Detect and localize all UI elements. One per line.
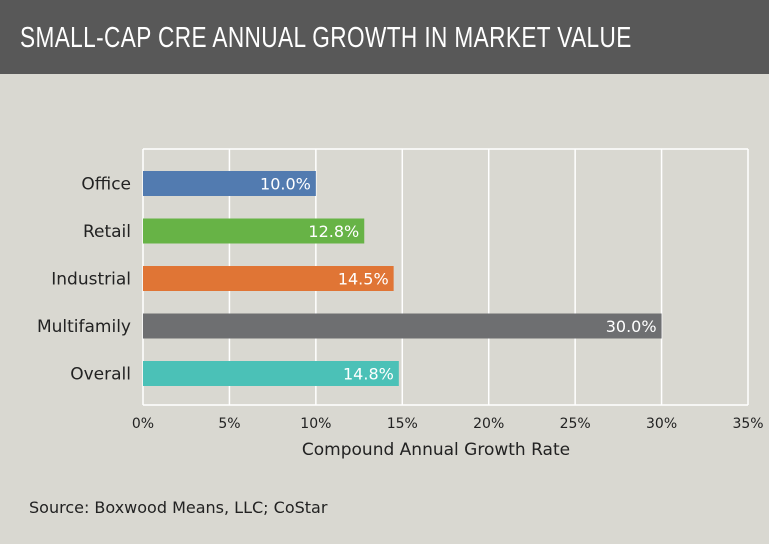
data-label: 10.0% — [260, 175, 311, 194]
category-label: Office — [81, 175, 131, 195]
x-tick-label: 25% — [560, 416, 591, 432]
title-bar: SMALL-CAP CRE ANNUAL GROWTH IN MARKET VA… — [0, 0, 769, 74]
x-tick-label: 0% — [132, 416, 154, 432]
data-label: 14.5% — [338, 270, 389, 289]
chart-title: SMALL-CAP CRE ANNUAL GROWTH IN MARKET VA… — [20, 22, 632, 54]
x-tick-label: 20% — [473, 416, 504, 432]
x-tick-label: 10% — [300, 416, 331, 432]
x-tick-label: 5% — [218, 416, 240, 432]
labels: 0% 5% 10% 15% 20% 25% 30% 35% Office 10.0% Retail 1… — [37, 175, 764, 433]
category-label: Industrial — [51, 270, 131, 290]
bar-industrial — [143, 266, 394, 291]
x-tick-label: 15% — [387, 416, 418, 432]
category-label: Retail — [83, 222, 131, 242]
bar-overall — [143, 361, 399, 386]
bars — [143, 171, 662, 386]
category-label: Overall — [70, 365, 131, 385]
bar-retail — [143, 218, 365, 244]
data-label: 12.8% — [308, 222, 359, 241]
x-tick-label: 30% — [646, 416, 677, 432]
x-axis-label: Compound Annual Growth Rate — [302, 440, 570, 460]
bar-multifamily — [143, 313, 662, 339]
bar-office — [143, 171, 316, 196]
data-label: 14.8% — [343, 365, 394, 384]
data-label: 30.0% — [606, 317, 657, 336]
category-label: Multifamily — [37, 317, 131, 337]
x-tick-label: 35% — [732, 416, 763, 432]
source-note: Source: Boxwood Means, LLC; CoStar — [29, 498, 328, 517]
